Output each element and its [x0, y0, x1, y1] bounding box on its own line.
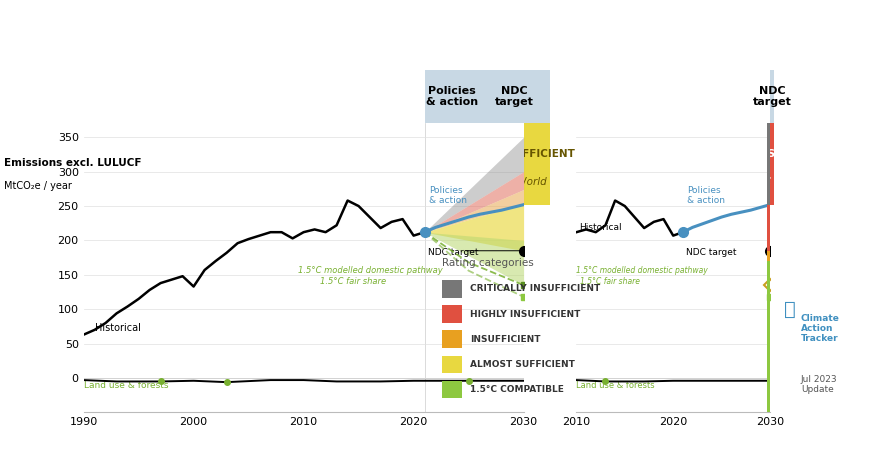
- Text: BASED ON FAIR SHARE: BASED ON FAIR SHARE: [634, 48, 792, 61]
- Text: 🌡: 🌡: [784, 300, 796, 319]
- Bar: [425, 70, 480, 123]
- Text: MtCO₂e / year: MtCO₂e / year: [4, 181, 72, 191]
- Text: Historical: Historical: [94, 323, 141, 333]
- Text: NDC
target: NDC target: [752, 86, 792, 108]
- Bar: [767, 123, 773, 205]
- Bar: [767, 251, 773, 261]
- Text: Historical: Historical: [579, 223, 622, 232]
- Text: Policies
& action: Policies & action: [429, 186, 467, 206]
- Text: < 3°C World: < 3°C World: [420, 177, 485, 187]
- Bar: [767, 205, 773, 251]
- Bar: [767, 261, 773, 412]
- Text: 1.5°C modelled domestic pathway: 1.5°C modelled domestic pathway: [576, 267, 708, 275]
- Text: INSUFFICIENT: INSUFFICIENT: [471, 335, 541, 344]
- Text: NDC
target: NDC target: [495, 86, 534, 108]
- Text: HIGHLY INSUFFICIENT: HIGHLY INSUFFICIENT: [708, 150, 836, 159]
- Text: Rating categories: Rating categories: [443, 258, 534, 268]
- Bar: [480, 123, 550, 205]
- Bar: [770, 70, 774, 123]
- Text: < 4°C World: < 4°C World: [740, 177, 804, 187]
- Bar: [480, 70, 550, 123]
- Text: ALMOST SUFFICIENT: ALMOST SUFFICIENT: [454, 150, 576, 159]
- Text: Climate
Action
Tracker: Climate Action Tracker: [801, 314, 840, 343]
- Text: NDC target: NDC target: [428, 248, 479, 257]
- Text: NDC target: NDC target: [686, 248, 737, 257]
- Text: 1.5°C COMPATIBLE: 1.5°C COMPATIBLE: [471, 385, 564, 394]
- Text: Policies
& action: Policies & action: [426, 86, 478, 108]
- Text: INSUFFICIENT: INSUFFICIENT: [343, 9, 537, 33]
- Text: BASED ON MODELLED DOMESTIC PATHWAYS⁺: BASED ON MODELLED DOMESTIC PATHWAYS⁺: [114, 48, 431, 61]
- Text: 1.5°C modelled domestic pathway: 1.5°C modelled domestic pathway: [298, 267, 443, 275]
- Text: Land use & forests: Land use & forests: [576, 381, 655, 391]
- Text: CRITICALLY INSUFFICIENT: CRITICALLY INSUFFICIENT: [471, 284, 601, 294]
- Bar: [770, 123, 774, 205]
- Text: INSUFFICIENT: INSUFFICIENT: [409, 150, 495, 159]
- Text: HIGHLY INSUFFICIENT: HIGHLY INSUFFICIENT: [471, 309, 581, 319]
- Text: 1.5°C fair share: 1.5°C fair share: [580, 277, 641, 287]
- Text: 1.5°C fair share: 1.5°C fair share: [320, 277, 386, 287]
- Text: Policies
& action: Policies & action: [686, 186, 725, 206]
- Text: Jul 2023
Update: Jul 2023 Update: [801, 375, 838, 394]
- Text: Emissions excl. LULUCF: Emissions excl. LULUCF: [4, 158, 142, 168]
- Text: ALMOST SUFFICIENT: ALMOST SUFFICIENT: [471, 360, 576, 369]
- Text: < 2°C World: < 2°C World: [482, 177, 547, 187]
- Bar: [425, 123, 480, 205]
- Text: Land use & forests: Land use & forests: [84, 381, 168, 390]
